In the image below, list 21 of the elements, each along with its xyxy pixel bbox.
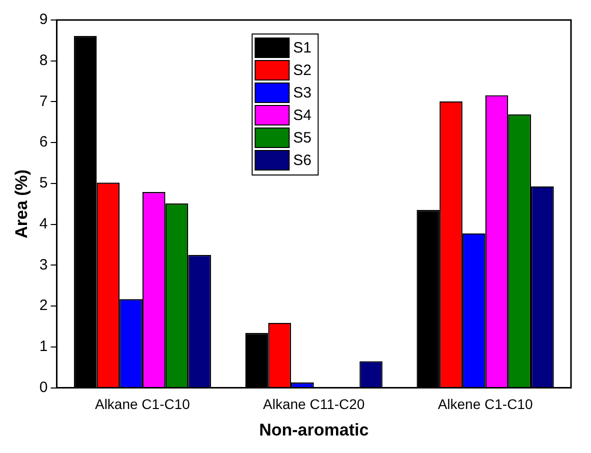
legend-label: S6 [293,152,312,169]
y-tick-label: 7 [39,92,48,110]
y-tick-label: 0 [39,378,48,396]
y-tick-label: 4 [39,215,48,232]
y-tick-label: 9 [39,11,48,28]
y-tick-label: 1 [39,338,48,356]
legend-label: S1 [293,39,312,56]
y-tick-label: 8 [39,52,48,70]
legend-label: S2 [293,62,312,79]
x-axis-title: Non-aromatic [259,420,369,440]
y-tick-label: 6 [39,134,48,151]
x-tick-label: Alkene C1-C10 [438,396,533,412]
y-tick-label: 2 [39,297,48,314]
legend-label: S4 [293,106,312,124]
y-tick-label: 5 [39,174,48,192]
x-tick-label: Alkane C1-C10 [94,396,190,412]
legend-label: S3 [293,84,312,102]
x-tick-label: Alkane C11-C20 [263,396,365,412]
y-tick-label: 3 [39,256,48,274]
y-axis-title: Area (%) [12,169,31,238]
legend-label: S5 [293,129,312,146]
